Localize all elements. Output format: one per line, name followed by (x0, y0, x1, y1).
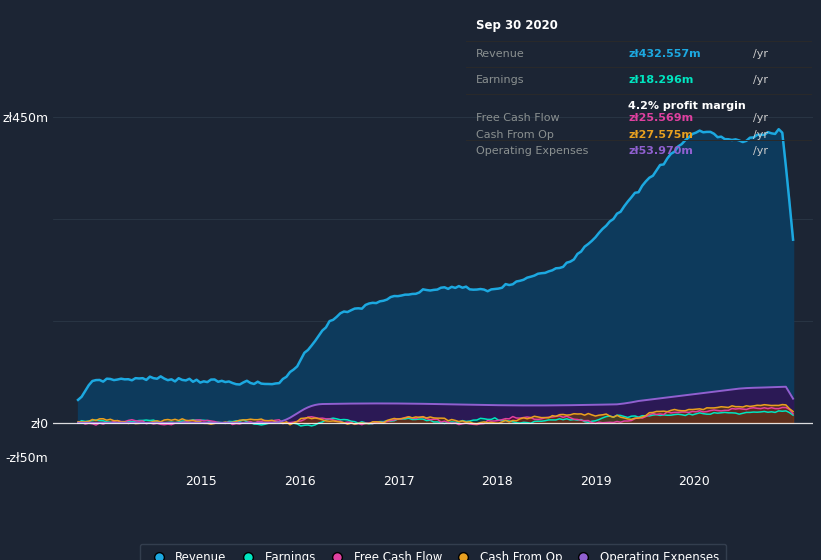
Text: Revenue: Revenue (476, 49, 525, 59)
Text: /yr: /yr (753, 49, 768, 59)
Text: /yr: /yr (753, 130, 768, 140)
Text: Free Cash Flow: Free Cash Flow (476, 113, 560, 123)
Legend: Revenue, Earnings, Free Cash Flow, Cash From Op, Operating Expenses: Revenue, Earnings, Free Cash Flow, Cash … (140, 544, 727, 560)
Text: Sep 30 2020: Sep 30 2020 (476, 20, 557, 32)
Text: Operating Expenses: Operating Expenses (476, 146, 589, 156)
Text: Earnings: Earnings (476, 75, 525, 85)
Text: zł25.569m: zł25.569m (628, 113, 694, 123)
Text: zł53.970m: zł53.970m (628, 146, 693, 156)
Text: zł18.296m: zł18.296m (628, 75, 694, 85)
Text: /yr: /yr (753, 113, 768, 123)
Text: zł27.575m: zł27.575m (628, 130, 693, 140)
Text: Cash From Op: Cash From Op (476, 130, 554, 140)
Text: /yr: /yr (753, 146, 768, 156)
Text: /yr: /yr (753, 75, 768, 85)
Text: 4.2% profit margin: 4.2% profit margin (628, 101, 746, 111)
Text: zł432.557m: zł432.557m (628, 49, 701, 59)
